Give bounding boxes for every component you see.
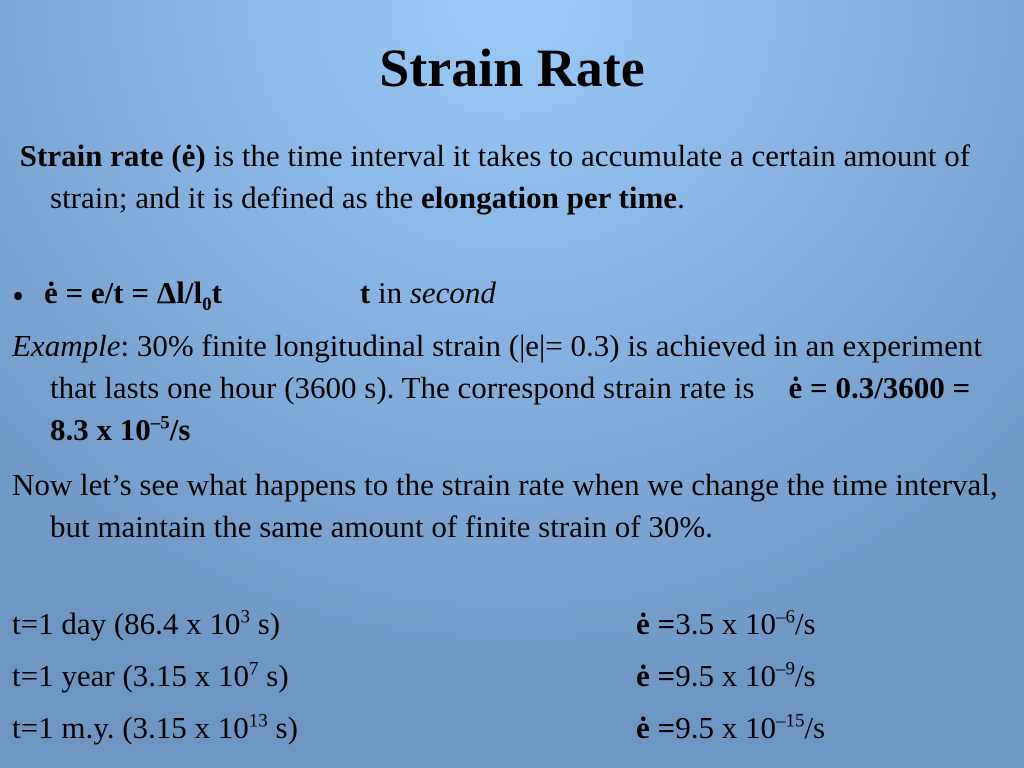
interval: t=1 m.y. (3.15 x 10 [12,710,249,745]
rate: 9.5 x 10 [675,710,776,745]
rate-exponent: –6 [775,606,795,628]
definition: Strain rate (ė) is the time interval it … [12,135,1007,219]
result-unit: /s [169,412,191,447]
unit-variable: t [359,275,371,310]
result: ė = 0.3/3600 = 8.3 x 10 [50,370,971,447]
formula-variable: t [211,275,222,310]
case-interval: t=1 day (86.4 x 103 s) [12,598,280,650]
interval-exponent: 3 [240,606,250,628]
term: Strain rate (ė) [19,138,206,173]
interval: t=1 day (86.4 x 10 [12,606,241,641]
case-interval: t=1 year (3.15 x 107 s) [12,650,289,702]
interval-unit: s) [267,710,298,745]
case-rate: ė =9.5 x 10–15/s [636,702,825,754]
discussion: Now let’s see what happens to the strain… [12,467,998,544]
rate-exponent: –15 [775,710,805,732]
slide-title: Strain Rate [379,38,645,98]
rate-symbol: ė = [636,658,676,693]
formula-expression: ė = e/t = Δl/l [44,275,203,310]
case-interval: t=1 m.y. (3.15 x 1013 s) [12,702,298,754]
interval-exponent: 7 [249,658,259,680]
rate-symbol: ė = [636,710,676,745]
interval-exponent: 13 [248,710,268,732]
interval-unit: s) [249,606,281,641]
result-exponent: –5 [150,412,170,434]
formula: ė = e/t = Δl/l0t t in second [14,272,1009,314]
example-result: ė = 0.3/3600 = 8.3 x 10–5/s [50,370,970,447]
rate-unit: /s [804,710,826,745]
rate: 9.5 x 10 [675,658,776,693]
case-rate: ė =3.5 x 10–6/s [636,598,816,650]
interval-unit: s) [258,658,289,693]
example-label: Example [12,328,121,363]
definition-text: is the time interval it takes to accumul… [50,138,971,215]
interval: t=1 year (3.15 x 10 [12,658,250,693]
rate: 3.5 x 10 [675,606,776,641]
emphasis: elongation per time [421,180,678,215]
bullet [14,291,22,300]
unit-text: in [370,275,410,310]
rate-unit: /s [794,606,816,641]
example-text: : 30% finite longitudinal strain (|e|= 0… [50,328,982,405]
rate-symbol: ė = [636,606,676,641]
case-rate: ė =9.5 x 10–9/s [636,650,816,702]
example: Example: 30% finite longitudinal strain … [12,325,1007,451]
formula-subscript: 0 [202,294,212,316]
unit: second [409,275,496,310]
rate-unit: /s [794,658,816,693]
rate-exponent: –9 [775,658,795,680]
definition-end: . [677,180,685,215]
